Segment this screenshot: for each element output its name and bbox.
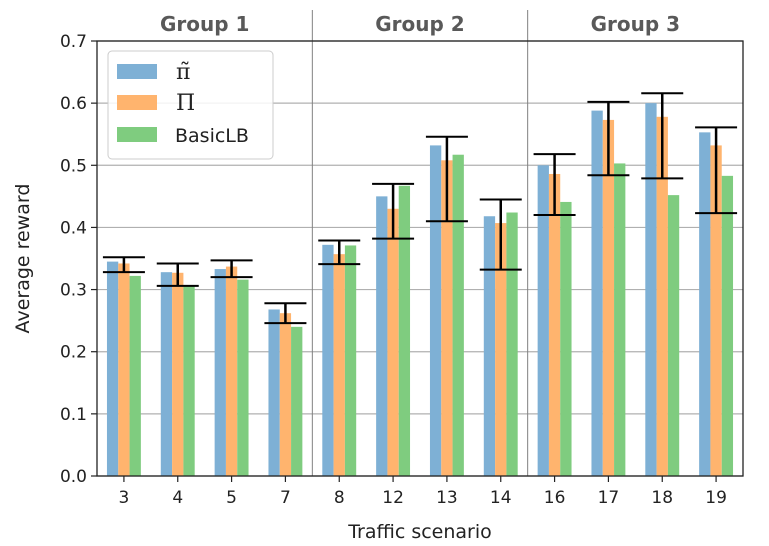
- group-dividers: [311, 10, 529, 476]
- y-tick-label: 0.2: [60, 343, 87, 363]
- bar-π̃-3: [106, 261, 119, 476]
- error-bars: [102, 92, 738, 325]
- bar-π̃-8: [322, 244, 334, 476]
- bar-Π-13: [441, 160, 453, 477]
- bars: [106, 103, 734, 477]
- bar-BasicLB-18: [667, 195, 680, 476]
- plot-frame: [96, 40, 744, 477]
- bar-BasicLB-13: [452, 154, 464, 476]
- bar-π̃-5: [214, 269, 226, 476]
- bar-BasicLB-17: [614, 163, 626, 476]
- bar-BasicLB-14: [506, 212, 518, 476]
- legend-swatch: [117, 95, 157, 110]
- y-axis-title: Average reward: [12, 184, 34, 334]
- legend-label: π̃: [176, 60, 190, 85]
- bar-BasicLB-4: [183, 285, 195, 476]
- legend-label: Π: [176, 91, 195, 116]
- bar-Π-17: [602, 119, 615, 477]
- x-tick-label: 18: [651, 488, 673, 508]
- bar-BasicLB-12: [398, 185, 411, 477]
- legend-swatch: [117, 64, 157, 79]
- bar-π̃-17: [591, 110, 603, 476]
- group-labels: Group 1 Group 2 Group 3: [160, 12, 680, 36]
- bar-Π-3: [118, 263, 130, 476]
- x-tick-label: 13: [436, 488, 458, 508]
- bar-BasicLB-3: [129, 275, 141, 476]
- bar-Π-18: [656, 116, 668, 477]
- bar-π̃-18: [645, 103, 657, 477]
- bar-Π-5: [225, 266, 238, 476]
- x-tick-label: 5: [226, 488, 237, 508]
- y-tick-label: 0.0: [60, 467, 87, 487]
- x-axis-title: Traffic scenario: [347, 521, 492, 543]
- x-tick-label: 16: [544, 488, 566, 508]
- y-tick-label: 0.6: [60, 94, 87, 114]
- bar-π̃-12: [376, 196, 388, 476]
- bar-π̃-19: [699, 132, 711, 476]
- x-tick-label: 14: [490, 488, 512, 508]
- x-tick-label: 4: [172, 488, 183, 508]
- x-tick-label: 19: [705, 488, 727, 508]
- legend-swatch: [117, 127, 157, 142]
- bar-Π-8: [333, 254, 345, 476]
- bar-Π-16: [548, 173, 561, 476]
- bar-Π-12: [387, 208, 399, 477]
- bar-BasicLB-16: [560, 201, 572, 476]
- y-tick-label: 0.3: [60, 281, 87, 301]
- bar-BasicLB-8: [344, 245, 357, 476]
- group-label: Group 1: [160, 12, 249, 36]
- bar-BasicLB-5: [237, 279, 249, 476]
- bar-Π-14: [495, 223, 507, 476]
- y-tick-label: 0.4: [60, 218, 87, 238]
- x-tick-label: 17: [598, 488, 620, 508]
- legend-label: BasicLB: [175, 125, 249, 147]
- bar-BasicLB-19: [721, 175, 734, 476]
- bar-π̃-16: [537, 165, 549, 477]
- y-tick-label: 0.7: [60, 32, 87, 52]
- bar-π̃-4: [160, 272, 173, 476]
- bar-π̃-14: [483, 216, 496, 476]
- bar-Π-4: [172, 272, 184, 476]
- bar-Π-7: [279, 313, 292, 476]
- ticks: 0.0 0.1 0.2 0.3 0.4 0.5 0.6 0.7 3 4 5 7 8 12 13 14 16 17 1…: [60, 32, 727, 508]
- bar-π̃-7: [268, 309, 280, 476]
- x-tick-label: 8: [334, 488, 345, 508]
- y-tick-label: 0.1: [60, 405, 87, 425]
- bar-π̃-13: [429, 145, 442, 476]
- x-tick-label: 3: [119, 488, 130, 508]
- bar-BasicLB-7: [291, 326, 303, 476]
- x-tick-label: 12: [382, 488, 404, 508]
- legend: π̃ Π BasicLB: [107, 50, 274, 160]
- bar-Π-19: [710, 145, 722, 476]
- group-label: Group 2: [375, 12, 464, 36]
- group-label: Group 3: [591, 12, 680, 36]
- y-tick-label: 0.5: [60, 156, 87, 176]
- x-tick-label: 7: [280, 488, 291, 508]
